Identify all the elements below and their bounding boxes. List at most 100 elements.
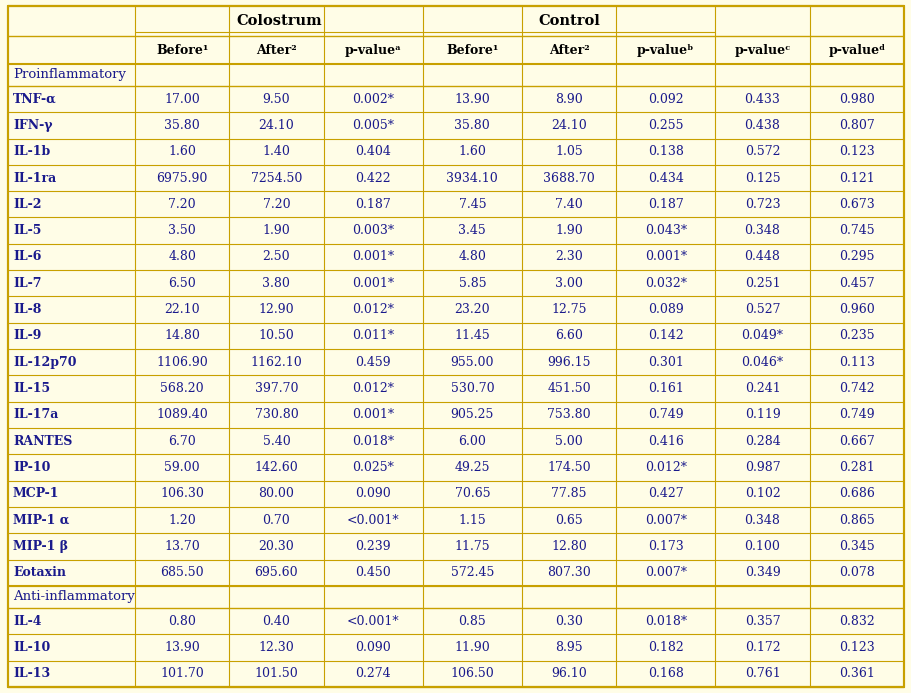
Text: 0.173: 0.173	[647, 540, 683, 553]
Text: 106.30: 106.30	[160, 487, 204, 500]
Text: 7.40: 7.40	[555, 198, 582, 211]
Text: 70.65: 70.65	[454, 487, 489, 500]
Text: 13.90: 13.90	[454, 93, 489, 105]
Text: IL-13: IL-13	[13, 667, 50, 681]
Text: 0.089: 0.089	[647, 303, 683, 316]
Text: 0.673: 0.673	[838, 198, 874, 211]
Text: p-valueᶜ: p-valueᶜ	[733, 44, 790, 57]
Text: 0.348: 0.348	[743, 224, 780, 237]
Text: IFN-γ: IFN-γ	[13, 119, 53, 132]
Text: 24.10: 24.10	[550, 119, 587, 132]
Text: 3.80: 3.80	[262, 277, 290, 290]
Text: IL-17a: IL-17a	[13, 408, 58, 421]
Text: 2.30: 2.30	[555, 250, 582, 263]
Text: 101.50: 101.50	[254, 667, 298, 681]
Text: Before¹: Before¹	[156, 44, 208, 57]
Text: 2.50: 2.50	[262, 250, 290, 263]
Text: 10.50: 10.50	[259, 329, 294, 342]
Text: 0.113: 0.113	[838, 356, 874, 369]
Text: IP-10: IP-10	[13, 461, 50, 474]
Text: MIP-1 β: MIP-1 β	[13, 540, 68, 553]
Text: 5.85: 5.85	[458, 277, 486, 290]
Text: 0.005*: 0.005*	[352, 119, 394, 132]
Text: RANTES: RANTES	[13, 435, 72, 448]
Text: 0.422: 0.422	[355, 172, 391, 184]
Text: 106.50: 106.50	[450, 667, 494, 681]
Text: 753.80: 753.80	[547, 408, 590, 421]
Text: After²: After²	[548, 44, 589, 57]
Text: 0.30: 0.30	[555, 615, 582, 628]
Text: 0.001*: 0.001*	[352, 408, 394, 421]
Text: 0.434: 0.434	[647, 172, 683, 184]
Text: 0.980: 0.980	[838, 93, 874, 105]
Text: 572.45: 572.45	[450, 566, 494, 579]
Text: <0.001*: <0.001*	[346, 615, 399, 628]
Text: 1.15: 1.15	[458, 514, 486, 527]
Text: 23.20: 23.20	[454, 303, 489, 316]
Text: 80.00: 80.00	[258, 487, 294, 500]
Text: 0.832: 0.832	[838, 615, 874, 628]
Text: IL-8: IL-8	[13, 303, 41, 316]
Text: 0.090: 0.090	[355, 487, 391, 500]
Text: 568.20: 568.20	[160, 382, 204, 395]
Text: 0.255: 0.255	[648, 119, 682, 132]
Text: 0.745: 0.745	[838, 224, 874, 237]
Text: 0.527: 0.527	[744, 303, 780, 316]
Text: 0.438: 0.438	[743, 119, 780, 132]
Text: 0.043*: 0.043*	[644, 224, 686, 237]
Text: MCP-1: MCP-1	[13, 487, 59, 500]
Text: 0.742: 0.742	[838, 382, 874, 395]
Text: Proinflammatory: Proinflammatory	[13, 69, 126, 81]
Text: 11.90: 11.90	[454, 641, 489, 654]
Text: 12.30: 12.30	[259, 641, 294, 654]
Text: 0.345: 0.345	[838, 540, 874, 553]
Text: 0.749: 0.749	[648, 408, 683, 421]
Text: 49.25: 49.25	[454, 461, 489, 474]
Text: 8.90: 8.90	[555, 93, 582, 105]
Text: 101.70: 101.70	[160, 667, 204, 681]
Text: 0.295: 0.295	[838, 250, 874, 263]
Text: 0.65: 0.65	[555, 514, 582, 527]
Text: 0.182: 0.182	[647, 641, 683, 654]
Text: 0.011*: 0.011*	[352, 329, 394, 342]
Text: 0.241: 0.241	[744, 382, 780, 395]
Text: 0.125: 0.125	[744, 172, 780, 184]
Text: 0.012*: 0.012*	[352, 382, 394, 395]
Text: 530.70: 530.70	[450, 382, 494, 395]
Text: 0.012*: 0.012*	[352, 303, 394, 316]
Text: 996.15: 996.15	[547, 356, 590, 369]
Text: 6.60: 6.60	[555, 329, 582, 342]
Text: IL-12p70: IL-12p70	[13, 356, 77, 369]
Text: 96.10: 96.10	[550, 667, 587, 681]
Text: 0.172: 0.172	[744, 641, 780, 654]
Text: Control: Control	[537, 14, 599, 28]
Text: 0.427: 0.427	[648, 487, 683, 500]
Text: IL-5: IL-5	[13, 224, 41, 237]
Text: 12.80: 12.80	[550, 540, 587, 553]
Text: 0.284: 0.284	[744, 435, 780, 448]
Text: 0.80: 0.80	[168, 615, 196, 628]
Text: 1.90: 1.90	[262, 224, 290, 237]
Text: 1089.40: 1089.40	[156, 408, 208, 421]
Text: 0.251: 0.251	[744, 277, 780, 290]
Text: 11.75: 11.75	[454, 540, 489, 553]
Text: 0.349: 0.349	[744, 566, 780, 579]
Text: 0.749: 0.749	[838, 408, 874, 421]
Text: Before¹: Before¹	[445, 44, 498, 57]
Text: 24.10: 24.10	[259, 119, 294, 132]
Text: 1162.10: 1162.10	[251, 356, 302, 369]
Text: 0.102: 0.102	[744, 487, 780, 500]
Text: 0.404: 0.404	[355, 146, 391, 158]
Text: 7254.50: 7254.50	[251, 172, 302, 184]
Text: 0.281: 0.281	[838, 461, 874, 474]
Text: 0.70: 0.70	[262, 514, 290, 527]
Text: IL-4: IL-4	[13, 615, 42, 628]
Text: 17.00: 17.00	[164, 93, 200, 105]
Text: 3934.10: 3934.10	[446, 172, 497, 184]
Text: 35.80: 35.80	[454, 119, 489, 132]
Text: 0.007*: 0.007*	[644, 566, 686, 579]
Text: 1.40: 1.40	[262, 146, 290, 158]
Text: 0.090: 0.090	[355, 641, 391, 654]
Text: 13.90: 13.90	[164, 641, 200, 654]
Text: 0.003*: 0.003*	[352, 224, 394, 237]
